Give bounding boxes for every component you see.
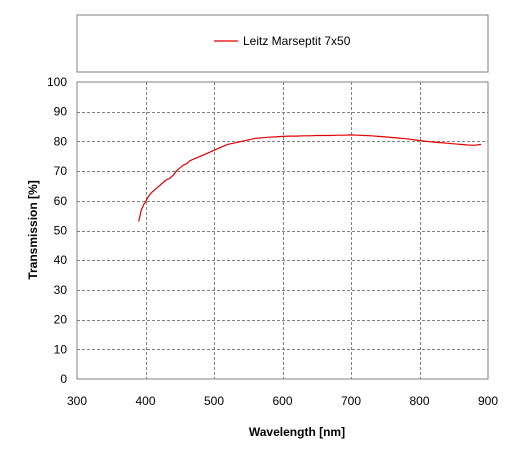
x-tick-label: 600 [272, 394, 292, 408]
x-tick-labels: 300 400 500 600 700 800 900 [67, 394, 498, 408]
y-tick-label: 70 [54, 164, 68, 178]
y-tick-label: 80 [54, 134, 68, 148]
x-tick-label: 300 [67, 394, 87, 408]
y-tick-label: 0 [60, 372, 67, 386]
x-tick-label: 400 [135, 394, 155, 408]
y-tick-label: 50 [54, 224, 68, 238]
y-tick-label: 100 [47, 75, 67, 89]
x-axis-title: Wavelength [nm] [249, 425, 345, 439]
y-tick-label: 10 [54, 342, 68, 356]
y-tick-label: 30 [54, 283, 68, 297]
y-tick-label: 20 [54, 313, 68, 327]
series-layer [138, 134, 482, 222]
y-tick-labels: 0 10 20 30 40 50 60 70 80 90 100 [47, 75, 67, 386]
series-line [138, 134, 482, 222]
x-tick-label: 500 [204, 394, 224, 408]
plot-area-border [76, 81, 489, 380]
x-tick-label: 900 [478, 394, 498, 408]
legend-box [76, 14, 489, 73]
legend-label: Leitz Marseptit 7x50 [243, 34, 351, 48]
grid-lines [77, 82, 488, 379]
y-tick-label: 90 [54, 105, 68, 119]
x-tick-label: 700 [341, 394, 361, 408]
y-tick-label: 40 [54, 253, 68, 267]
x-tick-label: 800 [409, 394, 429, 408]
y-tick-label: 60 [54, 194, 68, 208]
y-axis-title: Transmission [%] [26, 180, 40, 279]
